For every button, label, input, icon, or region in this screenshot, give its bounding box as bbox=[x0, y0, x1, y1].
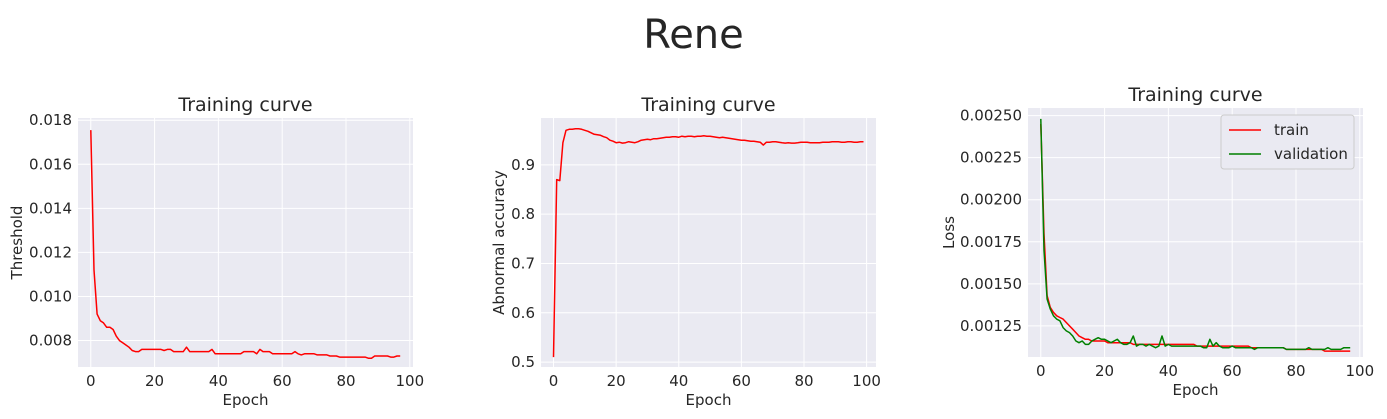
x-tick-label: 100 bbox=[852, 372, 881, 390]
y-axis-label: Threshold bbox=[8, 206, 26, 281]
y-tick-label: 0.012 bbox=[29, 243, 72, 261]
x-tick-label: 80 bbox=[1286, 362, 1305, 380]
x-tick-label: 0 bbox=[86, 372, 96, 390]
y-tick-label: 0.7 bbox=[511, 254, 535, 272]
x-tick-label: 40 bbox=[669, 372, 688, 390]
x-tick-label: 60 bbox=[1223, 362, 1242, 380]
x-tick-label: 20 bbox=[1095, 362, 1114, 380]
chart-title: Training curve bbox=[177, 94, 312, 116]
legend-box bbox=[1220, 114, 1355, 170]
y-tick-label: 0.00225 bbox=[960, 149, 1022, 167]
series-line bbox=[552, 128, 864, 358]
x-tick-label: 60 bbox=[273, 372, 292, 390]
x-tick-label: 20 bbox=[607, 372, 626, 390]
x-tick-label: 0 bbox=[1036, 362, 1046, 380]
plot-area bbox=[541, 118, 876, 367]
chart-title: Training curve bbox=[640, 94, 775, 116]
y-tick-label: 0.9 bbox=[511, 156, 535, 174]
legend-label: train bbox=[1274, 121, 1309, 139]
series-line bbox=[90, 130, 401, 359]
x-tick-label: 40 bbox=[209, 372, 228, 390]
x-tick-label: 100 bbox=[1345, 362, 1374, 380]
x-tick-label: 60 bbox=[732, 372, 751, 390]
plot-area bbox=[78, 118, 413, 367]
legend-label: validation bbox=[1274, 145, 1348, 163]
x-axis-label: Epoch bbox=[223, 391, 269, 409]
x-tick-label: 100 bbox=[395, 372, 424, 390]
y-tick-label: 0.00250 bbox=[960, 107, 1022, 125]
y-tick-label: 0.5 bbox=[511, 353, 535, 371]
y-axis-label: Abnormal accuracy bbox=[490, 170, 508, 315]
chart-title: Training curve bbox=[1127, 84, 1262, 106]
y-tick-label: 0.018 bbox=[29, 111, 72, 129]
y-tick-label: 0.8 bbox=[511, 205, 535, 223]
figure-title: Rene bbox=[643, 12, 744, 58]
y-tick-label: 0.00175 bbox=[960, 233, 1022, 251]
validation-series-line bbox=[1040, 118, 1351, 351]
y-axis-label: Loss bbox=[940, 216, 958, 249]
x-tick-label: 80 bbox=[336, 372, 355, 390]
y-tick-label: 0.016 bbox=[29, 155, 72, 173]
y-tick-label: 0.6 bbox=[511, 304, 535, 322]
x-tick-label: 0 bbox=[549, 372, 559, 390]
x-axis-label: Epoch bbox=[686, 391, 732, 409]
y-tick-label: 0.014 bbox=[29, 199, 72, 217]
x-tick-label: 80 bbox=[794, 372, 813, 390]
x-axis-label: Epoch bbox=[1173, 381, 1219, 399]
y-tick-label: 0.00125 bbox=[960, 317, 1022, 335]
y-tick-label: 0.010 bbox=[29, 287, 72, 305]
y-tick-label: 0.00150 bbox=[960, 275, 1022, 293]
y-tick-label: 0.00200 bbox=[960, 191, 1022, 209]
y-tick-label: 0.008 bbox=[29, 332, 72, 350]
x-tick-label: 40 bbox=[1159, 362, 1178, 380]
x-tick-label: 20 bbox=[145, 372, 164, 390]
